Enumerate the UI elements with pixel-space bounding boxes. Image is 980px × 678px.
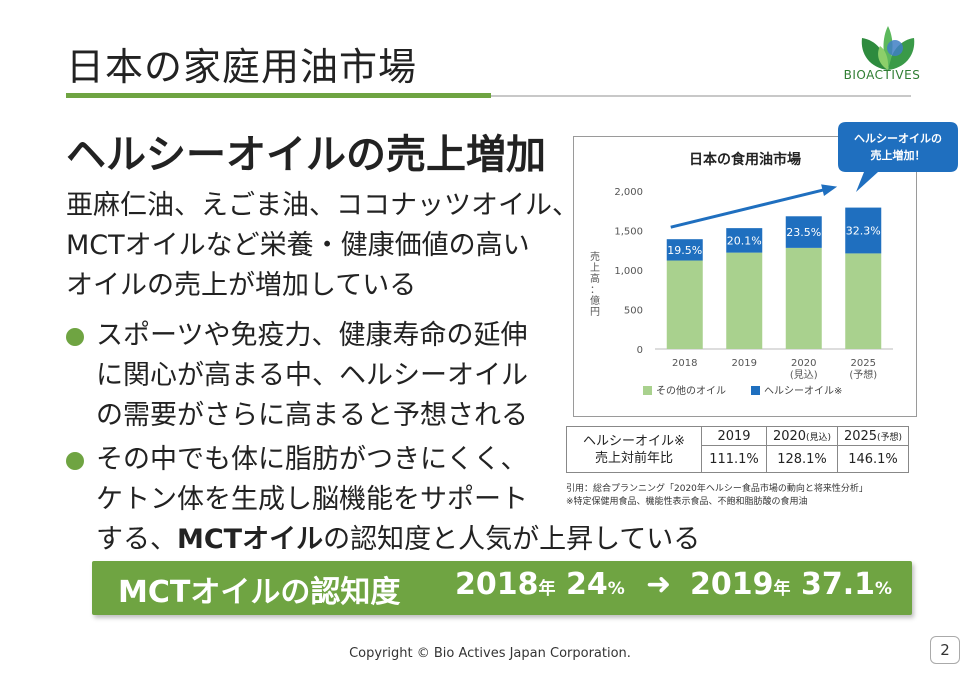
bar-healthy-oil — [785, 216, 822, 248]
footnote: ※特定保健用食品、機能性表示食品、不飽和脂肪酸の食用油 — [566, 497, 808, 507]
bullet-line: ケトン体を生成し脳機能をサポート — [96, 484, 528, 515]
y-axis-label-char: 高 — [590, 272, 600, 285]
banner-2018-value: 2018年 24% — [455, 567, 625, 602]
arrow-right-icon: ➜ — [646, 567, 672, 602]
table-value-cell: 111.1% — [701, 445, 767, 473]
banner-value: 37.1 — [800, 567, 875, 602]
bullet-line: に関心が高まる中、ヘルシーオイル — [96, 360, 528, 391]
y-tick-label: 2,000 — [614, 187, 643, 198]
table-row-header: ヘルシーオイル※ 売上対前年比 — [566, 426, 702, 473]
copyright: Copyright © Bio Actives Japan Corporatio… — [349, 646, 631, 661]
table-year-note: (予想) — [877, 432, 903, 443]
bar-other-oil — [666, 260, 703, 349]
bullet-line: する、MCTオイルの認知度と人気が上昇している — [96, 520, 700, 560]
bar-healthy-oil — [845, 207, 882, 254]
table-value-cell: 128.1% — [766, 445, 838, 473]
chart-title: 日本の食用油市場 — [689, 151, 801, 168]
table-year-note: (見込) — [806, 432, 832, 443]
slide-title: 日本の家庭用油市場 — [66, 45, 418, 89]
y-tick-label: 0 — [637, 345, 643, 356]
bar-other-oil — [785, 247, 822, 349]
callout-bubble: ヘルシーオイルの売上増加！ — [838, 122, 958, 192]
bullet-text: する、 — [96, 524, 177, 555]
banner-year: 2019 — [690, 567, 774, 602]
table-year-cell: 2019 — [701, 426, 767, 446]
title-underline — [66, 93, 491, 98]
y-tick-label: 500 — [624, 306, 643, 317]
mct-oil-emphasis: MCTオイル — [177, 524, 324, 555]
banner-year: 2018 — [455, 567, 539, 602]
table-year-cell: 2025(予想) — [837, 426, 909, 446]
legend-label: その他のオイル — [656, 384, 726, 397]
page-number: 2 — [930, 636, 960, 664]
table-year: 2020 — [772, 428, 807, 444]
banner-label: MCTオイルの認知度 — [118, 575, 401, 610]
banner-unit: % — [607, 579, 625, 599]
bar-data-label: 20.1% — [727, 234, 762, 247]
table-value-cell: 146.1% — [837, 445, 909, 473]
y-axis-label-char: ： — [590, 285, 600, 296]
bioactives-logo-icon — [861, 26, 915, 70]
bar-other-oil — [845, 253, 882, 349]
x-tick-label: 2018 — [672, 358, 697, 369]
source-notes: 引用：総合プランニング「2020年ヘルシー食品市場の動向と将来性分析」 ※特定保… — [566, 483, 868, 509]
y-axis-label-char: 億 — [590, 294, 600, 307]
table-year: 2025 — [843, 428, 878, 444]
title-divider — [491, 95, 911, 97]
bullet-dot-icon — [66, 452, 84, 470]
bullet-line: の需要がさらに高まると予想される — [96, 400, 528, 431]
edible-oil-market-chart: 日本の食用油市場 0 500 1,000 1,500 2,000 売上高：億円 19.5% 20… — [590, 151, 893, 397]
logo-text: BIOACTIVES — [843, 68, 921, 82]
intro-line: 亜麻仁油、えごま油、ココナッツオイル、 — [66, 190, 579, 221]
table-header-line: ヘルシーオイル※ — [583, 433, 685, 449]
intro-line: MCTオイルなど栄養・健康価値の高い — [66, 230, 530, 261]
bar-data-label: 32.3% — [846, 225, 881, 238]
banner-unit: % — [874, 579, 893, 599]
x-tick-label: (予想) — [849, 368, 877, 381]
headline: ヘルシーオイルの売上増加 — [66, 132, 546, 178]
bullet-item: スポーツや免疫力、健康寿命の延伸 に関心が高まる中、ヘルシーオイル の需要がさら… — [66, 316, 566, 446]
table-year: 2019 — [717, 428, 751, 444]
bullet-line: スポーツや免疫力、健康寿命の延伸 — [96, 320, 528, 351]
growth-table: ヘルシーオイル※ 売上対前年比 2019 2020(見込) 2025(予想) 1… — [566, 426, 909, 473]
table-year-cell: 2020(見込) — [766, 426, 838, 446]
banner-unit: 年 — [773, 579, 791, 599]
bullet-dot-icon — [66, 328, 84, 346]
bar-healthy-oil — [726, 228, 763, 253]
banner-unit: 年 — [538, 579, 556, 599]
intro-line: オイルの売上が増加している — [66, 270, 417, 301]
bar-data-label: 19.5% — [667, 244, 702, 257]
bar-data-label: 23.5% — [786, 226, 821, 239]
callout-text: ヘルシーオイルの — [854, 132, 942, 145]
x-tick-label: (見込) — [790, 369, 818, 381]
legend-swatch — [751, 386, 760, 395]
trend-arrow-line — [670, 186, 834, 229]
bullet-text: の認知度と人気が上昇している — [323, 524, 701, 555]
callout-text: 売上増加！ — [871, 148, 926, 162]
legend-label: ヘルシーオイル※ — [764, 385, 842, 397]
source-citation: 引用：総合プランニング「2020年ヘルシー食品市場の動向と将来性分析」 — [566, 484, 868, 494]
intro-text: 亜麻仁油、えごま油、ココナッツオイル、 MCTオイルなど栄養・健康価値の高い オ… — [66, 186, 579, 306]
bullet-line: その中でも体に脂肪がつきにくく、 — [96, 444, 528, 475]
bar-other-oil — [726, 252, 763, 349]
x-tick-label: 2019 — [732, 358, 757, 369]
legend-swatch — [643, 386, 652, 395]
x-tick-label: 2025 — [851, 358, 876, 369]
callout-shape — [838, 122, 958, 192]
bullet-item: その中でも体に脂肪がつきにくく、 ケトン体を生成し脳機能をサポート する、MCT… — [66, 440, 786, 570]
y-tick-label: 1,500 — [614, 227, 643, 238]
bar-healthy-oil — [666, 239, 703, 261]
x-tick-label: 2020 — [791, 358, 816, 369]
y-axis-label-char: 上 — [590, 262, 600, 274]
awareness-banner — [92, 561, 912, 615]
trend-arrow-head-icon — [821, 184, 838, 197]
y-tick-label: 1,000 — [614, 266, 643, 277]
y-axis-label-char: 円 — [590, 307, 600, 318]
y-axis-label-char: 売 — [590, 250, 600, 263]
banner-2019-value: 2019年 37.1% — [690, 567, 892, 602]
table-header-line: 売上対前年比 — [594, 450, 673, 466]
banner-value: 24 — [565, 567, 608, 602]
